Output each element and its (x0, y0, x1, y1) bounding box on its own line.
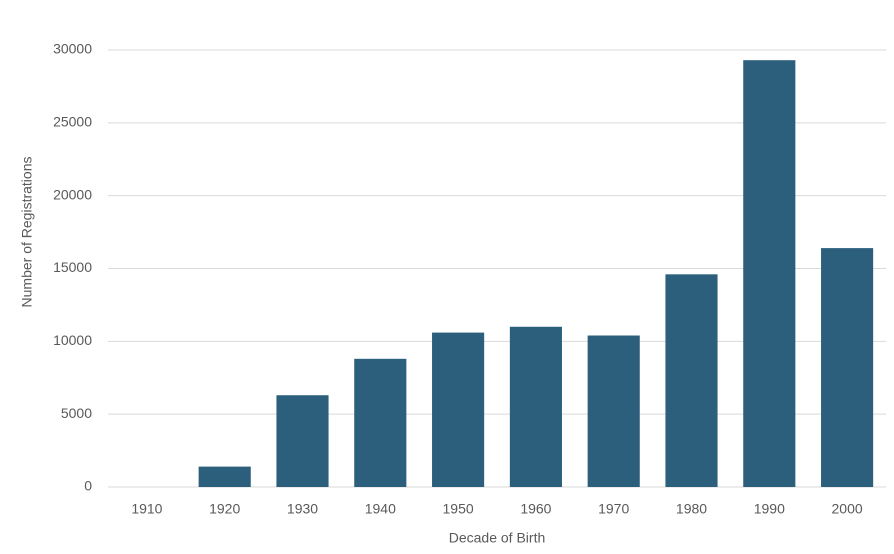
x-tick-label: 1980 (676, 501, 707, 517)
y-tick-label: 5000 (61, 405, 92, 421)
x-tick-label: 1940 (365, 501, 396, 517)
bar (665, 274, 718, 487)
x-tick-label: 1910 (131, 501, 162, 517)
bar (743, 60, 796, 488)
x-tick-label: 1990 (754, 501, 785, 517)
bar (821, 248, 874, 487)
x-tick-label: 1960 (520, 501, 551, 517)
y-tick-label: 10000 (53, 332, 92, 348)
bar (509, 326, 562, 487)
x-tick-label: 1920 (209, 501, 240, 517)
y-tick-label: 25000 (53, 114, 92, 130)
x-tick-label: 1950 (443, 501, 474, 517)
y-tick-label: 20000 (53, 186, 92, 202)
bar (198, 466, 251, 487)
y-tick-label: 30000 (53, 41, 92, 57)
x-tick-label: 1970 (598, 501, 629, 517)
x-tick-label: 2000 (832, 501, 863, 517)
bar (587, 335, 640, 487)
y-axis-title: Number of Registrations (19, 157, 35, 308)
bar (354, 358, 407, 487)
x-tick-label: 1930 (287, 501, 318, 517)
bar (276, 395, 329, 487)
bar (432, 332, 485, 487)
y-tick-label: 15000 (53, 259, 92, 275)
x-axis-title: Decade of Birth (449, 530, 546, 546)
y-tick-label: 0 (84, 478, 92, 494)
